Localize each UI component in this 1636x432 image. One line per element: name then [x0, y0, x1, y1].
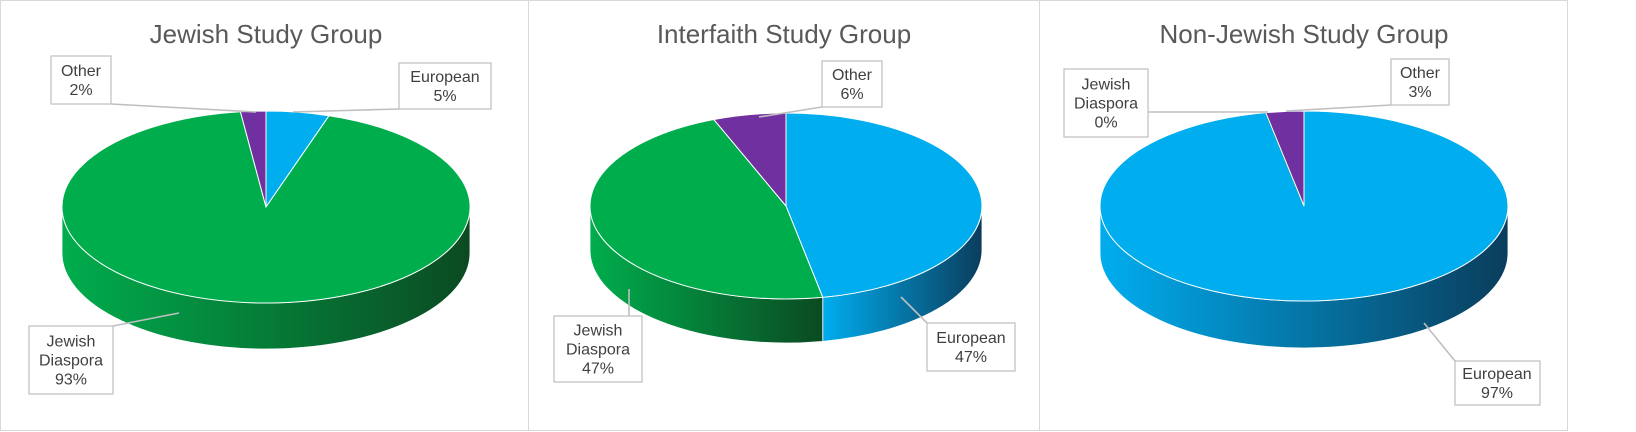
label-text: Jewish	[574, 323, 623, 340]
label-text: Other	[832, 67, 873, 84]
chart-panel-non-jewish: Non-Jewish Study Group European 97% Jewish D…	[1039, 0, 1568, 431]
label-box	[1454, 360, 1541, 406]
label-text: European	[410, 69, 479, 86]
label-text: Other	[61, 63, 102, 80]
label-box	[50, 55, 112, 105]
label-text: 2%	[69, 82, 92, 99]
leader-line	[1285, 104, 1392, 112]
slice-jewish-diaspora	[61, 111, 471, 304]
data-label-jewish-diaspora: Jewish Diaspora 47%	[553, 289, 643, 383]
pie-top	[1099, 110, 1509, 302]
slice-jewish-diaspora	[589, 118, 824, 300]
pie-chart-interfaith: Interfaith Study Group European 47% Jewish D…	[553, 19, 1016, 383]
pie-top	[589, 112, 983, 300]
label-box	[28, 325, 114, 395]
label-box	[1063, 68, 1149, 138]
data-label-other: Other 6%	[758, 60, 883, 118]
label-box	[553, 315, 643, 383]
leader-line	[758, 106, 823, 118]
label-text: Diaspora	[566, 342, 630, 359]
label-text: Jewish	[47, 334, 96, 351]
data-label-european: European 5%	[292, 62, 492, 113]
label-text: 93%	[55, 372, 87, 389]
label-text: Jewish	[1082, 77, 1131, 94]
data-label-other: Other 2%	[50, 55, 257, 113]
label-text: 3%	[1408, 84, 1431, 101]
data-label-jewish-diaspora: Jewish Diaspora 0%	[1063, 68, 1268, 138]
label-text: European	[1462, 366, 1531, 383]
leader-line	[110, 103, 257, 113]
label-text: 6%	[840, 86, 863, 103]
label-text: Diaspora	[39, 353, 103, 370]
label-text: 47%	[582, 361, 614, 378]
label-text: Diaspora	[1074, 96, 1138, 113]
leader-line	[292, 108, 400, 113]
label-box	[398, 62, 492, 110]
chart-title: Interfaith Study Group	[657, 19, 911, 49]
chart-title: Jewish Study Group	[150, 19, 383, 49]
label-text: 5%	[433, 88, 456, 105]
slice-european	[785, 112, 983, 298]
label-box	[821, 60, 883, 108]
label-text: 0%	[1094, 115, 1117, 132]
leader-line	[112, 312, 180, 327]
chart-panel-jewish: Jewish Study Group European 5% Jewish Diaspo…	[0, 0, 529, 431]
label-box	[1390, 58, 1450, 106]
chart-title: Non-Jewish Study Group	[1159, 19, 1448, 49]
label-box	[926, 322, 1016, 372]
label-text: 97%	[1481, 385, 1513, 402]
pie-top	[61, 110, 471, 304]
label-text: Other	[1400, 65, 1441, 82]
data-label-european: European 47%	[900, 296, 1016, 372]
label-text: 47%	[955, 349, 987, 366]
leader-line	[1423, 322, 1456, 362]
chart-panel-interfaith: Interfaith Study Group European 47% Jewish D…	[528, 0, 1040, 431]
leader-line	[900, 296, 928, 324]
pie-chart-non-jewish: Non-Jewish Study Group European 97% Jewish D…	[1063, 19, 1541, 406]
pie-chart-jewish: Jewish Study Group European 5% Jewish Diaspo…	[28, 19, 492, 395]
data-label-european: European 97%	[1423, 322, 1541, 406]
label-text: European	[936, 330, 1005, 347]
data-label-jewish-diaspora: Jewish Diaspora 93%	[28, 312, 180, 395]
data-label-other: Other 3%	[1285, 58, 1450, 112]
